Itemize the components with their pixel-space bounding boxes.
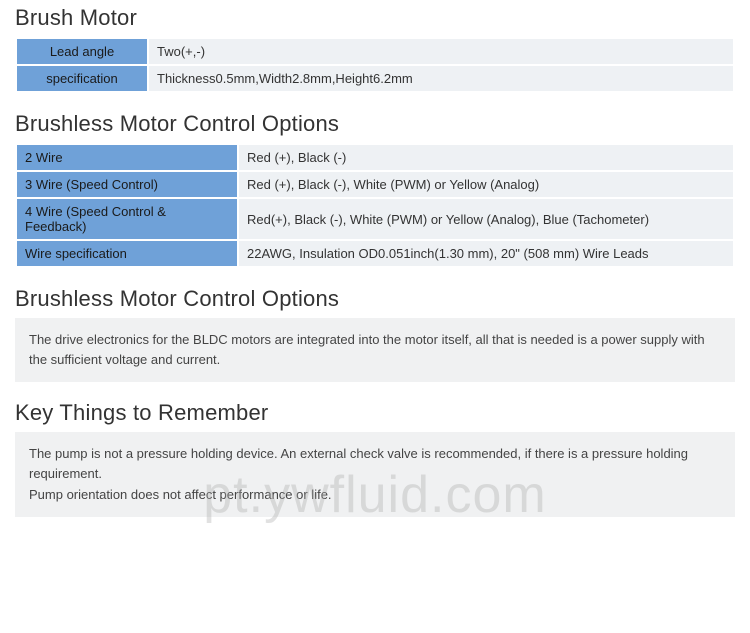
- note-text-line: The pump is not a pressure holding devic…: [29, 444, 721, 484]
- note-text-line: Pump orientation does not affect perform…: [29, 485, 721, 505]
- note-box: The pump is not a pressure holding devic…: [15, 432, 735, 516]
- cell-value: Red (+), Black (-), White (PWM) or Yello…: [239, 172, 733, 197]
- brushless-options-table: 2 Wire Red (+), Black (-) 3 Wire (Speed …: [15, 143, 735, 268]
- cell-label: 3 Wire (Speed Control): [17, 172, 237, 197]
- cell-label: 2 Wire: [17, 145, 237, 170]
- note-box: The drive electronics for the BLDC motor…: [15, 318, 735, 382]
- table-row: 4 Wire (Speed Control & Feedback) Red(+)…: [17, 199, 733, 239]
- section-brushless-options: Brushless Motor Control Options 2 Wire R…: [15, 111, 735, 268]
- section-brushless-note: Brushless Motor Control Options The driv…: [15, 286, 735, 382]
- section-title: Brushless Motor Control Options: [15, 286, 735, 312]
- cell-value: Two(+,-): [149, 39, 733, 64]
- table-row: 3 Wire (Speed Control) Red (+), Black (-…: [17, 172, 733, 197]
- cell-value: Red (+), Black (-): [239, 145, 733, 170]
- section-title: Key Things to Remember: [15, 400, 735, 426]
- section-title: Brushless Motor Control Options: [15, 111, 735, 137]
- cell-label: 4 Wire (Speed Control & Feedback): [17, 199, 237, 239]
- note-text: The drive electronics for the BLDC motor…: [29, 332, 705, 367]
- section-brush-motor: Brush Motor Lead angle Two(+,-) specific…: [15, 5, 735, 93]
- cell-label: Lead angle: [17, 39, 147, 64]
- cell-label: specification: [17, 66, 147, 91]
- section-key-things: Key Things to Remember The pump is not a…: [15, 400, 735, 516]
- table-row: 2 Wire Red (+), Black (-): [17, 145, 733, 170]
- cell-value: Red(+), Black (-), White (PWM) or Yellow…: [239, 199, 733, 239]
- table-row: specification Thickness0.5mm,Width2.8mm,…: [17, 66, 733, 91]
- cell-label: Wire specification: [17, 241, 237, 266]
- section-title: Brush Motor: [15, 5, 735, 31]
- table-row: Lead angle Two(+,-): [17, 39, 733, 64]
- cell-value: Thickness0.5mm,Width2.8mm,Height6.2mm: [149, 66, 733, 91]
- brush-motor-table: Lead angle Two(+,-) specification Thickn…: [15, 37, 735, 93]
- cell-value: 22AWG, Insulation OD0.051inch(1.30 mm), …: [239, 241, 733, 266]
- table-row: Wire specification 22AWG, Insulation OD0…: [17, 241, 733, 266]
